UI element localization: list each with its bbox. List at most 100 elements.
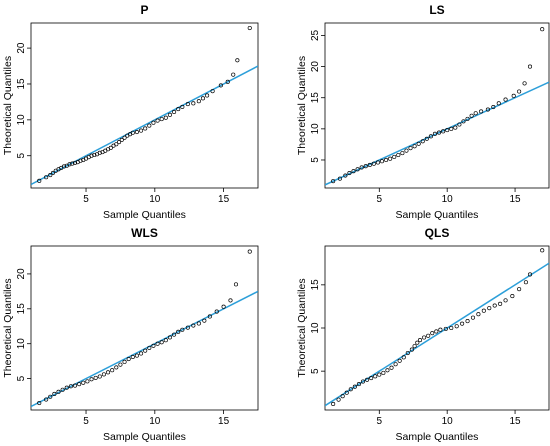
data-point xyxy=(422,335,427,340)
data-point xyxy=(110,368,115,373)
data-point xyxy=(44,397,49,402)
data-point xyxy=(343,173,348,178)
data-point xyxy=(465,319,470,324)
x-axis-label: Sample Quantiles xyxy=(396,431,479,443)
data-point xyxy=(436,130,442,135)
data-point xyxy=(92,152,97,158)
data-point xyxy=(77,382,82,387)
y-tick-label: 15 xyxy=(310,279,321,291)
data-point xyxy=(371,161,376,166)
panel-title: QLS xyxy=(425,226,450,240)
data-point xyxy=(476,312,481,317)
data-point xyxy=(37,178,42,183)
data-point xyxy=(180,327,185,332)
x-tick-label: 10 xyxy=(442,194,454,205)
data-point xyxy=(479,109,484,114)
data-point xyxy=(540,248,545,253)
reference-line xyxy=(325,81,549,186)
data-point xyxy=(430,331,435,336)
data-point xyxy=(397,358,402,363)
data-point xyxy=(344,390,349,395)
data-point xyxy=(155,341,160,346)
data-point xyxy=(105,370,111,375)
data-point xyxy=(159,340,164,345)
data-point xyxy=(37,400,42,406)
data-point xyxy=(67,162,72,167)
panel-title: WLS xyxy=(131,226,158,240)
data-point xyxy=(167,112,173,117)
data-point xyxy=(134,129,139,135)
data-point xyxy=(163,338,168,343)
data-point xyxy=(44,175,49,180)
data-point xyxy=(70,161,75,166)
data-point xyxy=(93,375,98,380)
data-point xyxy=(247,249,252,254)
y-tick-label: 5 xyxy=(16,152,27,158)
data-point xyxy=(52,391,57,396)
data-point xyxy=(48,173,53,178)
data-point xyxy=(147,123,152,128)
y-tick-label: 5 xyxy=(310,368,321,374)
panel-title: P xyxy=(140,3,148,17)
data-point xyxy=(351,169,356,174)
data-point xyxy=(172,332,177,337)
data-point xyxy=(465,116,470,121)
data-point xyxy=(247,25,252,31)
data-point xyxy=(97,150,102,155)
data-point xyxy=(385,368,390,373)
data-point xyxy=(517,287,522,292)
panel-frame xyxy=(324,22,550,189)
y-tick-label: 15 xyxy=(16,303,27,315)
y-axis-label: Theoretical Quantiles xyxy=(296,56,308,155)
x-tick-label: 15 xyxy=(218,194,230,205)
data-point xyxy=(393,362,398,367)
x-axis-label: Sample Quantiles xyxy=(396,209,479,221)
data-point xyxy=(409,347,414,352)
data-point xyxy=(130,130,135,135)
data-point xyxy=(449,126,454,131)
data-point xyxy=(72,383,78,388)
data-point xyxy=(522,81,527,86)
data-point xyxy=(496,101,501,106)
data-point xyxy=(461,119,466,124)
data-point xyxy=(540,27,545,32)
data-point xyxy=(492,303,497,308)
data-point xyxy=(367,162,372,168)
data-point xyxy=(122,359,127,364)
y-tick-label: 20 xyxy=(310,61,321,73)
data-point xyxy=(191,101,196,106)
reference-line xyxy=(325,262,549,407)
data-point xyxy=(381,370,386,375)
data-point xyxy=(517,89,522,94)
data-point xyxy=(412,344,417,349)
data-point xyxy=(202,318,207,323)
data-point xyxy=(469,113,474,118)
data-point xyxy=(68,384,73,389)
data-point xyxy=(143,126,148,131)
data-point xyxy=(89,377,94,382)
data-point xyxy=(424,136,429,141)
data-point xyxy=(155,118,160,123)
data-point xyxy=(176,107,181,112)
data-point xyxy=(412,144,417,149)
data-point xyxy=(527,64,533,69)
data-point xyxy=(416,141,421,146)
y-tick-label: 25 xyxy=(310,29,321,41)
data-point xyxy=(210,89,215,94)
data-point xyxy=(527,272,533,277)
data-point xyxy=(336,397,341,402)
data-point xyxy=(228,298,233,303)
x-tick-label: 5 xyxy=(377,416,383,427)
x-tick-label: 5 xyxy=(83,416,89,427)
data-point xyxy=(510,294,515,299)
data-point xyxy=(191,323,196,328)
data-point xyxy=(460,321,465,326)
data-point xyxy=(114,142,119,147)
data-point xyxy=(401,355,406,360)
data-point xyxy=(426,333,431,338)
data-point xyxy=(147,345,152,350)
y-tick-label: 10 xyxy=(16,114,27,126)
data-point xyxy=(205,93,210,98)
data-point xyxy=(60,387,65,392)
data-point xyxy=(417,338,423,343)
